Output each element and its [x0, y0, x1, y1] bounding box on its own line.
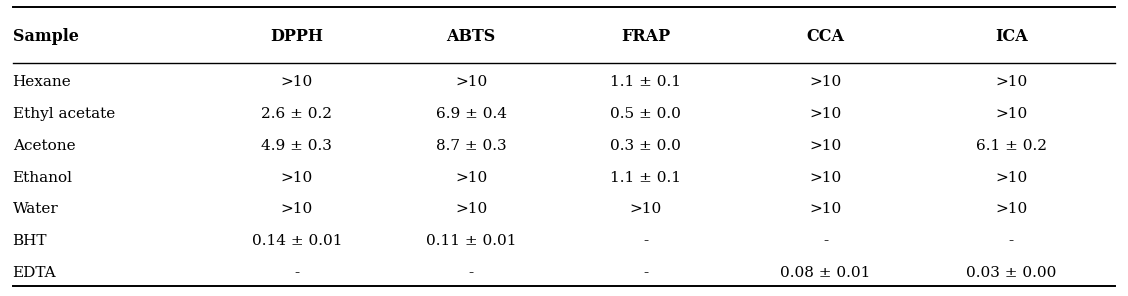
Text: 2.6 ± 0.2: 2.6 ± 0.2 — [262, 107, 333, 121]
Text: Ethyl acetate: Ethyl acetate — [12, 107, 115, 121]
Text: Water: Water — [12, 202, 59, 216]
Text: 0.11 ± 0.01: 0.11 ± 0.01 — [426, 234, 517, 248]
Text: FRAP: FRAP — [622, 28, 670, 45]
Text: >10: >10 — [810, 202, 841, 216]
Text: >10: >10 — [810, 170, 841, 185]
Text: >10: >10 — [810, 139, 841, 153]
Text: BHT: BHT — [12, 234, 47, 248]
Text: -: - — [823, 234, 828, 248]
Text: -: - — [1008, 234, 1014, 248]
Text: Acetone: Acetone — [12, 139, 76, 153]
Text: -: - — [294, 266, 299, 280]
Text: >10: >10 — [281, 75, 312, 89]
Text: >10: >10 — [995, 75, 1028, 89]
Text: >10: >10 — [629, 202, 662, 216]
Text: 8.7 ± 0.3: 8.7 ± 0.3 — [435, 139, 506, 153]
Text: EDTA: EDTA — [12, 266, 56, 280]
Text: 1.1 ± 0.1: 1.1 ± 0.1 — [610, 170, 681, 185]
Text: 6.1 ± 0.2: 6.1 ± 0.2 — [976, 139, 1047, 153]
Text: >10: >10 — [810, 75, 841, 89]
Text: Ethanol: Ethanol — [12, 170, 72, 185]
Text: 0.14 ± 0.01: 0.14 ± 0.01 — [252, 234, 342, 248]
Text: >10: >10 — [455, 202, 487, 216]
Text: DPPH: DPPH — [271, 28, 324, 45]
Text: 4.9 ± 0.3: 4.9 ± 0.3 — [262, 139, 333, 153]
Text: 6.9 ± 0.4: 6.9 ± 0.4 — [435, 107, 506, 121]
Text: >10: >10 — [281, 170, 312, 185]
Text: >10: >10 — [995, 107, 1028, 121]
Text: 0.08 ± 0.01: 0.08 ± 0.01 — [781, 266, 871, 280]
Text: Hexane: Hexane — [12, 75, 71, 89]
Text: >10: >10 — [455, 75, 487, 89]
Text: -: - — [643, 234, 649, 248]
Text: ICA: ICA — [995, 28, 1028, 45]
Text: 1.1 ± 0.1: 1.1 ± 0.1 — [610, 75, 681, 89]
Text: ABTS: ABTS — [447, 28, 496, 45]
Text: -: - — [468, 266, 474, 280]
Text: Sample: Sample — [12, 28, 79, 45]
Text: -: - — [643, 266, 649, 280]
Text: >10: >10 — [995, 202, 1028, 216]
Text: >10: >10 — [281, 202, 312, 216]
Text: 0.5 ± 0.0: 0.5 ± 0.0 — [610, 107, 681, 121]
Text: 0.3 ± 0.0: 0.3 ± 0.0 — [610, 139, 681, 153]
Text: >10: >10 — [455, 170, 487, 185]
Text: >10: >10 — [810, 107, 841, 121]
Text: >10: >10 — [995, 170, 1028, 185]
Text: 0.03 ± 0.00: 0.03 ± 0.00 — [966, 266, 1057, 280]
Text: CCA: CCA — [807, 28, 845, 45]
